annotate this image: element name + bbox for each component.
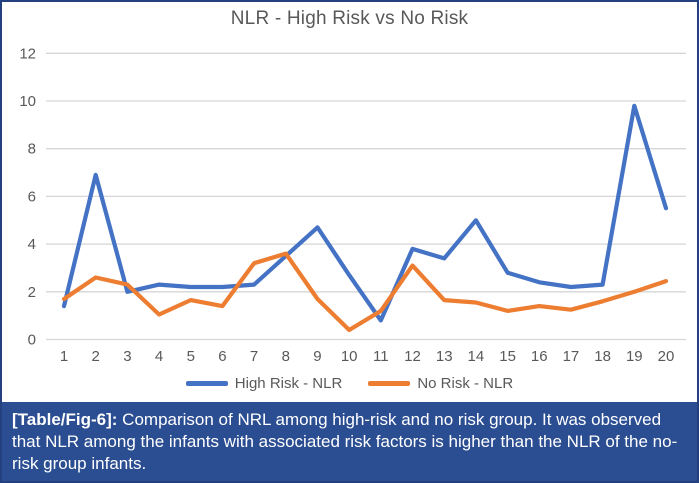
legend-item-high-risk: High Risk - NLR: [185, 375, 343, 392]
y-tick-label: 10: [19, 93, 36, 110]
series-line-high-risk-nlr: [61, 103, 669, 323]
x-tick-label: 9: [313, 348, 321, 365]
legend-swatch-no-risk: [368, 381, 411, 386]
legend-label-high-risk: High Risk - NLR: [234, 375, 343, 392]
x-tick-label: 10: [341, 348, 358, 365]
figure-caption-label: [Table/Fig-6]:: [12, 410, 118, 429]
y-axis-tick-labels: 0 2 4 6 8 10 12: [19, 45, 36, 348]
x-tick-label: 11: [373, 348, 389, 365]
x-tick-label: 4: [155, 348, 163, 365]
legend-item-no-risk: No Risk - NLR: [368, 375, 513, 392]
y-tick-label: 2: [28, 284, 36, 301]
y-tick-label: 8: [28, 141, 36, 158]
y-tick-label: 6: [28, 188, 36, 205]
x-tick-label: 3: [123, 348, 131, 365]
x-tick-label: 13: [436, 348, 453, 365]
figure-caption-text: Comparison of NRL among high-risk and no…: [12, 410, 678, 474]
x-tick-label: 18: [594, 348, 611, 365]
gridlines: [46, 52, 686, 341]
x-tick-label: 6: [218, 348, 226, 365]
y-tick-label: 0: [28, 332, 36, 349]
legend-swatch-high-risk: [185, 381, 228, 386]
x-tick-label: 1: [60, 348, 68, 365]
x-tick-label: 17: [563, 348, 580, 365]
series-line-no-risk-nlr: [61, 251, 669, 333]
x-tick-label: 5: [187, 348, 195, 365]
x-axis-tick-labels: 1 2 3 4 5 6 7 8 9 10 11 12 13 14 15 16 17 18 19 20: [60, 348, 675, 365]
x-tick-label: 19: [626, 348, 643, 365]
x-tick-label: 20: [658, 348, 675, 365]
x-tick-label: 14: [468, 348, 485, 365]
y-tick-label: 12: [19, 45, 36, 62]
x-tick-label: 16: [531, 348, 548, 365]
x-tick-label: 8: [282, 348, 290, 365]
x-tick-label: 7: [250, 348, 258, 365]
legend-label-no-risk: No Risk - NLR: [417, 375, 514, 392]
x-tick-label: 15: [499, 348, 516, 365]
x-tick-label: 12: [404, 348, 421, 365]
chart-legend: High Risk - NLR No Risk - NLR: [2, 375, 697, 392]
figure-caption: [Table/Fig-6]: Comparison of NRL among h…: [2, 402, 697, 481]
x-tick-label: 2: [92, 348, 100, 365]
chart-title: NLR - High Risk vs No Risk: [230, 8, 469, 29]
y-tick-label: 4: [28, 236, 36, 253]
